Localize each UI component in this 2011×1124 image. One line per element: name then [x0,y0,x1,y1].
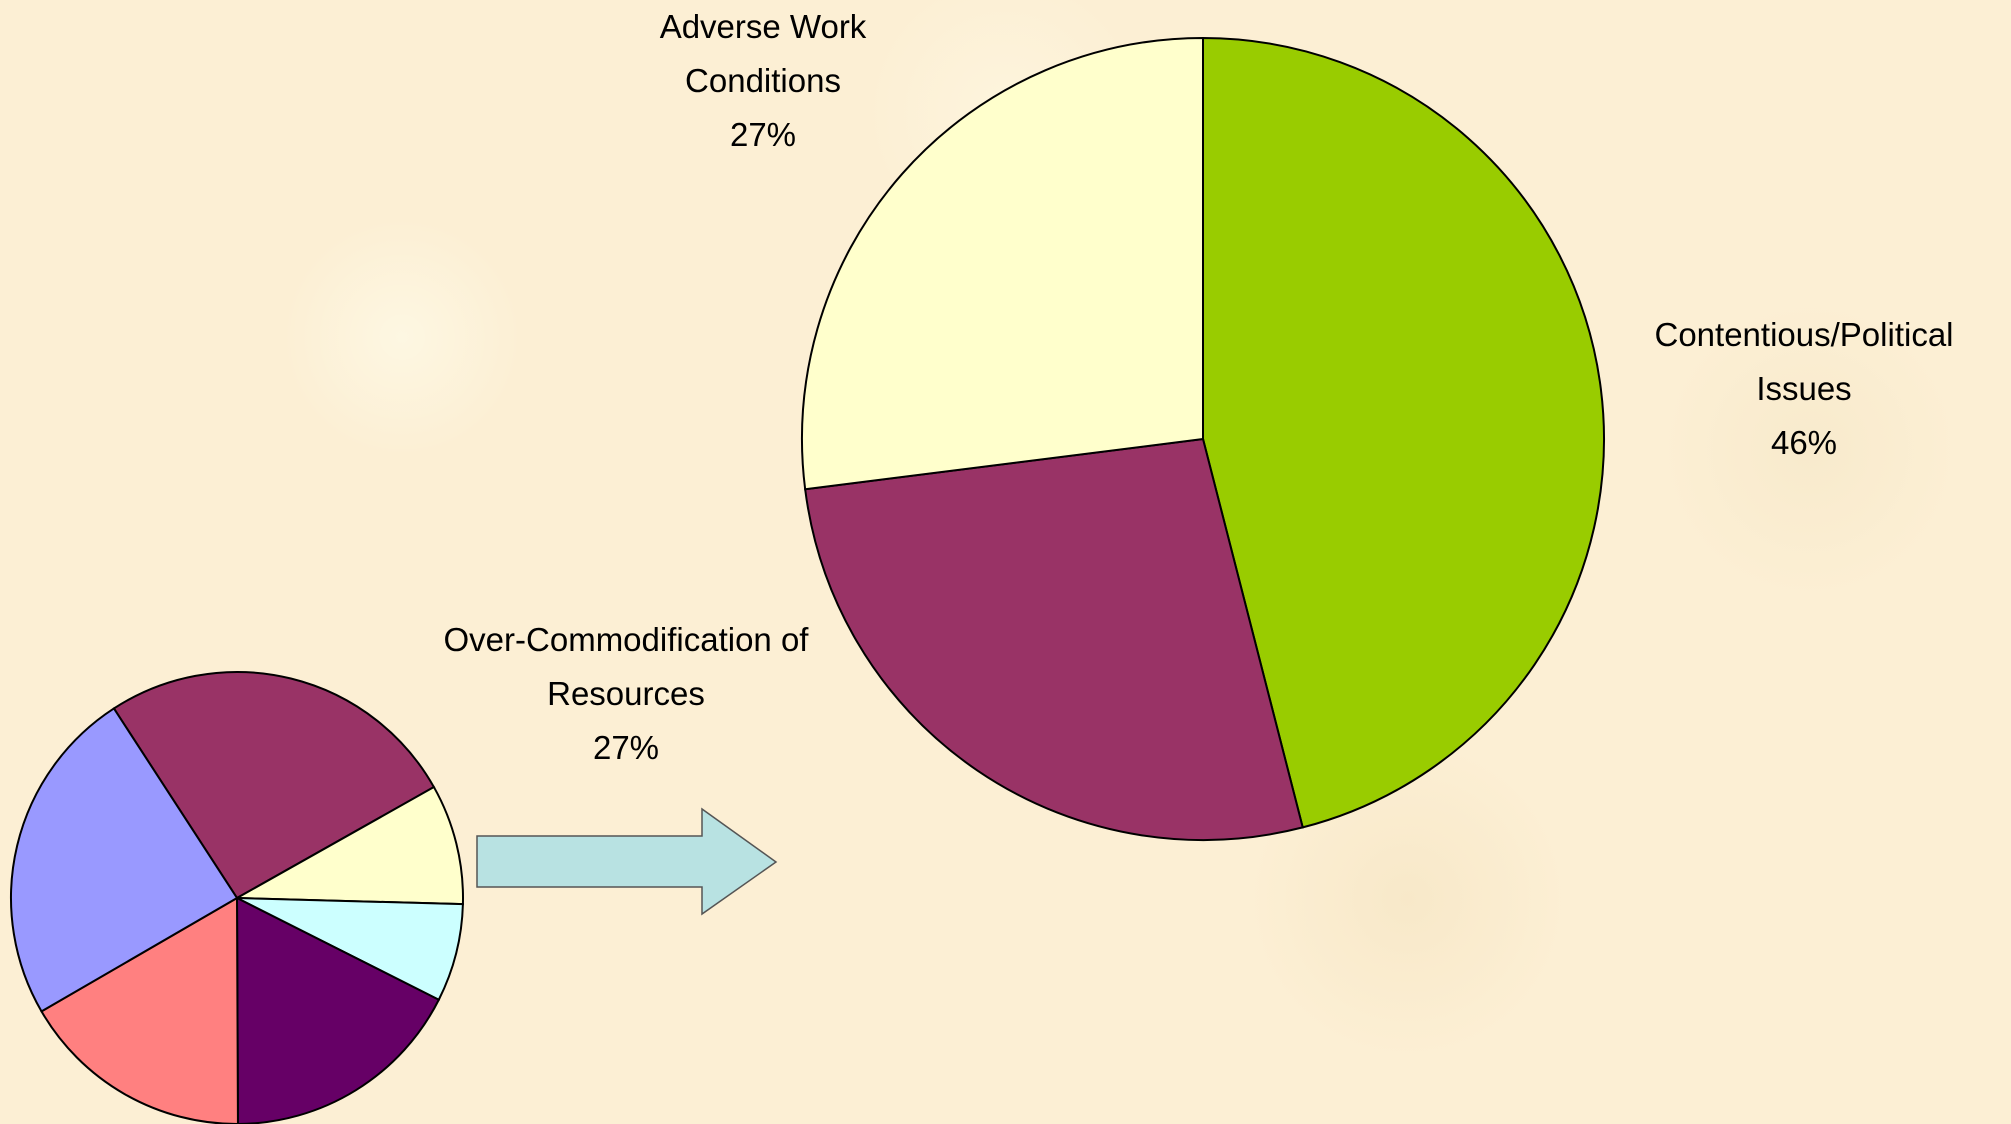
pie-slice [10,707,239,1013]
slice-value: 27% [592,729,660,766]
pie-slice [112,671,436,900]
slice-label: Over-Commodification of Resources [443,621,809,712]
pie-slice [40,896,239,1124]
pie-slice [233,785,464,906]
arrow [476,807,778,916]
slice-label: Contentious/Political Issues [1654,316,1954,407]
pie-slice [801,36,1204,491]
pie-slice [804,437,1304,841]
pie-slice [1202,36,1605,829]
pie-slice [235,896,441,1124]
slice-label: Adverse Work Conditions [659,8,867,99]
slice-value: 46% [1770,424,1838,461]
slice-value: 27% [729,116,797,153]
